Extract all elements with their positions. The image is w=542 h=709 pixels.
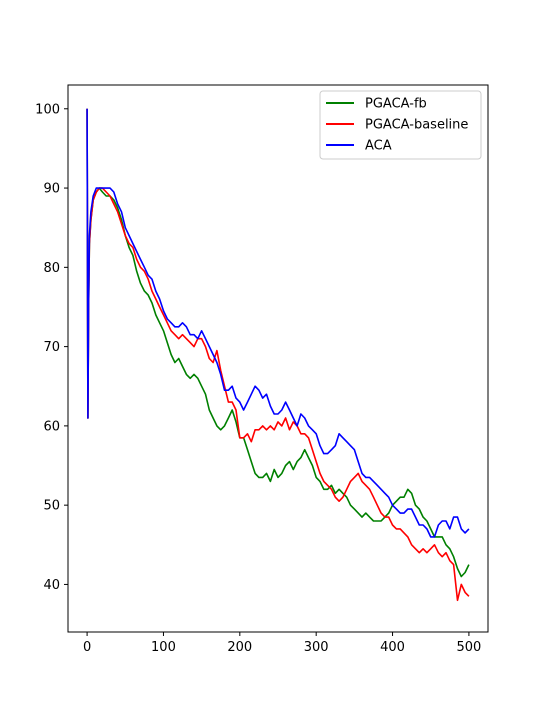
legend-label-pgaca-baseline: PGACA-baseline	[365, 118, 468, 133]
legend-label-pgaca-fb: PGACA-fb	[365, 97, 427, 112]
y-tick-label: 40	[43, 578, 60, 593]
legend-label-aca: ACA	[365, 139, 392, 154]
series-line-pgaca-fb	[86, 108, 470, 578]
y-tick-label: 50	[43, 499, 60, 514]
x-tick-label: 0	[83, 640, 91, 655]
y-tick-label: 80	[43, 261, 60, 276]
x-axis: 0 100 200 300 400 500	[83, 632, 481, 655]
series-line-pgaca-baseline	[86, 108, 470, 602]
series-layer	[86, 108, 470, 602]
legend: PGACA-fb PGACA-baseline ACA	[319, 90, 482, 160]
x-tick-label: 100	[151, 640, 176, 655]
legend-box	[319, 90, 482, 160]
y-tick-label: 90	[43, 182, 60, 197]
plot-frame	[67, 84, 489, 633]
y-axis: 40 50 60 70 80 90 100	[35, 102, 68, 593]
series-line-aca	[86, 108, 470, 538]
x-tick-label: 400	[380, 640, 405, 655]
y-tick-label: 70	[43, 340, 60, 355]
x-tick-label: 500	[456, 640, 481, 655]
y-tick-label: 60	[43, 419, 60, 434]
y-tick-label: 100	[35, 102, 60, 117]
plot-area	[68, 85, 488, 632]
x-tick-label: 300	[304, 640, 329, 655]
x-tick-label: 200	[227, 640, 252, 655]
